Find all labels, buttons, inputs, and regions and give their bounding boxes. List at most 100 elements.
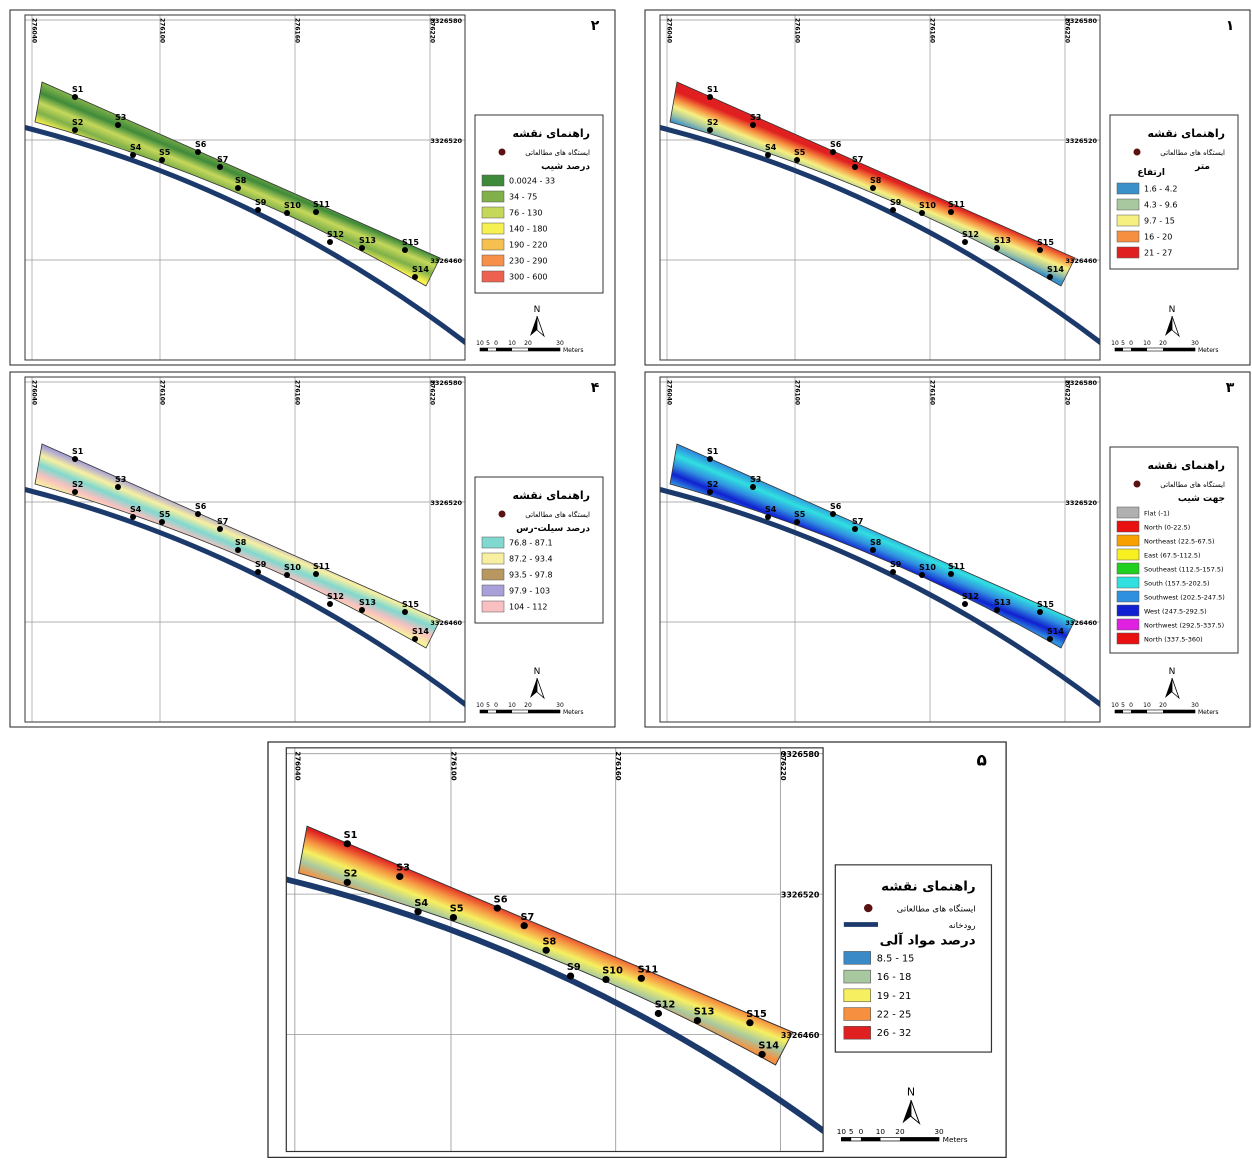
scale-bar-unit: Meters: [943, 1135, 968, 1144]
x-grid-label: 276160: [294, 380, 301, 405]
legend-station-symbol: [499, 149, 506, 156]
scale-bar-segment: [480, 710, 488, 713]
station-point: [235, 185, 241, 191]
station-point: [72, 94, 78, 100]
x-grid-label: 276040: [666, 380, 673, 405]
y-grid-label: 3326580: [781, 750, 820, 759]
legend-class-label: East (67.5-112.5): [1144, 552, 1201, 560]
legend-class-label: 9.7 - 15: [1144, 217, 1175, 226]
scale-bar-label: 10: [1111, 340, 1119, 347]
north-label: N: [1169, 305, 1176, 315]
station-label: S11: [313, 562, 330, 571]
station-point: [402, 247, 408, 253]
legend-class-label: West (247.5-292.5): [1144, 608, 1207, 616]
station-point: [919, 210, 925, 216]
station-point: [707, 489, 713, 495]
station-point: [870, 547, 876, 553]
station-label: S2: [72, 118, 83, 127]
station-point: [72, 127, 78, 133]
y-grid-label: 3326520: [430, 137, 462, 145]
station-label: S6: [195, 502, 207, 511]
y-grid-label: 3326460: [1065, 257, 1097, 265]
station-label: S6: [494, 894, 508, 905]
station-label: S11: [638, 965, 659, 976]
x-grid-label: 276040: [31, 18, 38, 43]
legend-class-label: 16 - 18: [877, 972, 912, 983]
legend-class-label: 140 - 180: [509, 225, 548, 234]
legend-heading: درصد سیلت-رس: [516, 524, 590, 534]
station-label: S13: [994, 236, 1011, 245]
station-label: S4: [765, 505, 777, 514]
x-grid-label: 276160: [614, 751, 623, 780]
station-point: [344, 879, 351, 886]
x-grid-label: 276160: [929, 380, 936, 405]
station-point: [72, 456, 78, 462]
station-label: S9: [567, 962, 581, 973]
north-label: N: [907, 1086, 915, 1099]
legend-class-label: 76.8 - 87.1: [509, 539, 553, 548]
station-label: S7: [217, 517, 228, 526]
station-label: S4: [130, 505, 142, 514]
station-label: S10: [284, 563, 301, 572]
y-grid-label: 3326460: [1065, 619, 1097, 627]
legend-station-label: ایستگاه های مطالعاتی: [897, 904, 976, 914]
station-point: [750, 122, 756, 128]
legend-swatch: [482, 601, 504, 612]
scale-bar-label: 20: [524, 702, 532, 709]
station-point: [852, 526, 858, 532]
x-grid-label: 276100: [794, 380, 801, 405]
scale-bar-label: 10: [1111, 702, 1119, 709]
station-label: S1: [72, 447, 84, 456]
station-point: [758, 1051, 765, 1058]
scale-bar-label: 0: [1129, 702, 1133, 709]
map-area: [650, 377, 1105, 722]
map-area: [15, 377, 470, 722]
station-point: [1047, 636, 1053, 642]
station-label: S9: [255, 560, 267, 569]
station-label: S7: [852, 517, 863, 526]
station-label: S10: [284, 201, 301, 210]
legend-class-label: 76 - 130: [509, 209, 542, 218]
scale-bar-segment: [1131, 348, 1147, 351]
station-point: [255, 207, 261, 213]
legend-station-symbol: [1134, 481, 1141, 488]
station-point: [115, 484, 121, 490]
legend-class-label: Northeast (22.5-67.5): [1144, 538, 1215, 546]
legend-class-label: 22 - 25: [877, 1010, 912, 1021]
station-point: [962, 239, 968, 245]
scale-bar-label: 10: [1143, 340, 1151, 347]
scale-bar-label: 30: [556, 340, 564, 347]
legend-swatch: [482, 191, 504, 202]
legend-swatch: [1117, 619, 1139, 630]
station-point: [655, 1010, 662, 1017]
y-grid-label: 3326520: [430, 499, 462, 507]
station-point: [830, 511, 836, 517]
legend-class-label: 190 - 220: [509, 241, 548, 250]
station-point: [327, 601, 333, 607]
station-point: [1047, 274, 1053, 280]
station-point: [750, 484, 756, 490]
legend-class-label: Flat (-1): [1144, 510, 1170, 518]
map-area: [15, 15, 470, 360]
station-point: [962, 601, 968, 607]
station-point: [994, 245, 1000, 251]
station-label: S10: [919, 201, 936, 210]
scale-bar-unit: Meters: [563, 709, 584, 716]
scale-bar-segment: [841, 1137, 851, 1141]
station-point: [1037, 247, 1043, 253]
scale-bar-label: 0: [1129, 340, 1133, 347]
station-label: S2: [344, 869, 358, 880]
legend-swatch: [482, 175, 504, 186]
scale-bar-label: 10: [508, 340, 516, 347]
map-panel: 2760402761002761602762203326580332652033…: [645, 10, 1250, 365]
y-grid-label: 3326580: [1065, 17, 1097, 25]
y-grid-label: 3326580: [430, 379, 462, 387]
station-label: S6: [830, 140, 842, 149]
legend-swatch: [1117, 199, 1139, 210]
legend-class-label: 19 - 21: [877, 991, 912, 1002]
legend-swatch: [1117, 507, 1139, 518]
scale-bar-label: 10: [1143, 702, 1151, 709]
map-area: [650, 15, 1105, 360]
legend-swatch: [1117, 549, 1139, 560]
station-label: S14: [1047, 627, 1064, 636]
